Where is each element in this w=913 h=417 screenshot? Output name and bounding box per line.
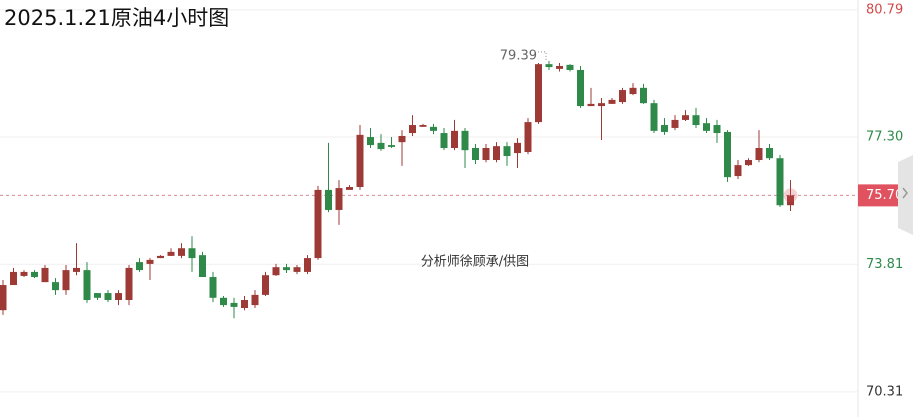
candle-body: [556, 65, 563, 69]
candle-body: [251, 294, 259, 306]
candle-body: [115, 293, 122, 300]
candle-body: [262, 275, 269, 295]
candle-body: [230, 302, 238, 307]
candle-body: [640, 87, 647, 104]
candle-body: [535, 64, 542, 123]
candle-body: [755, 147, 763, 161]
max-annotation: 79.39: [500, 48, 537, 63]
candle-body: [388, 145, 395, 147]
candle-body: [608, 99, 616, 104]
side-tab-arrow: [902, 187, 908, 199]
candle-body: [451, 130, 458, 148]
candle-body: [125, 267, 133, 300]
candle-body: [0, 285, 7, 311]
candle-body: [650, 103, 658, 131]
candle-body: [304, 258, 311, 272]
candle-body: [713, 125, 721, 134]
candle-body: [629, 87, 637, 95]
candle-body: [566, 64, 574, 70]
y-tick-label: 73.81: [866, 257, 903, 272]
candle-body: [52, 282, 59, 291]
candle-body: [493, 146, 500, 161]
candle-body: [409, 125, 416, 134]
candle-body: [577, 69, 584, 107]
candle-body: [472, 147, 479, 161]
candle-body: [167, 251, 175, 256]
candle-body: [209, 277, 217, 298]
candle-body: [10, 271, 17, 286]
candle-body: [335, 188, 343, 210]
candle-body: [661, 125, 668, 132]
candle-body: [377, 142, 385, 150]
candle-body: [724, 131, 731, 178]
candle-body: [325, 189, 332, 210]
candle-body: [503, 146, 511, 157]
candle-body: [587, 103, 595, 107]
candle-body: [619, 90, 626, 103]
y-tick-label: 77.30: [866, 130, 903, 145]
candle-body: [598, 103, 605, 107]
candle-body: [31, 271, 38, 278]
candle-body: [73, 267, 80, 272]
candle-body: [787, 195, 794, 206]
candle-body: [188, 248, 196, 259]
candle-body: [398, 135, 406, 143]
candle-body: [461, 130, 469, 151]
candle-body: [703, 123, 710, 131]
candle-body: [178, 248, 185, 256]
candle-body: [157, 255, 164, 259]
candle-body: [199, 255, 206, 278]
candle-body: [83, 270, 91, 300]
candle-body: [293, 267, 301, 272]
candle-body: [20, 271, 28, 276]
watermark: 分析师徐顾承/供图: [421, 255, 529, 270]
candle-body: [356, 134, 364, 187]
y-tick-label: 80.79: [866, 2, 903, 17]
candle-body: [766, 147, 773, 159]
last-price-box: [858, 184, 908, 207]
candle-body: [241, 299, 248, 309]
candle-body: [94, 293, 101, 298]
candle-body: [41, 267, 49, 283]
last-price-glow: [783, 188, 798, 203]
candle-body: [482, 147, 490, 161]
candle-body: [220, 297, 227, 306]
candle-body: [671, 119, 679, 128]
candle-body: [440, 133, 448, 148]
candle-body: [346, 186, 353, 190]
candle-body: [314, 189, 322, 259]
candle-body: [545, 64, 553, 68]
candle-body: [146, 259, 154, 264]
candle-body: [283, 267, 290, 271]
y-tick-label: 70.31: [866, 384, 903, 399]
candle-body: [514, 142, 521, 154]
candle-body: [682, 115, 689, 120]
candle-body: [430, 126, 437, 131]
candle-body: [62, 270, 70, 291]
candle-body: [745, 160, 752, 166]
last-price-label: 75.70: [866, 188, 903, 203]
candle-body: [104, 293, 112, 300]
candle-body: [776, 158, 784, 206]
candle-body: [734, 165, 742, 177]
candle-body: [524, 122, 532, 153]
candle-body: [367, 137, 374, 146]
candle-body: [692, 115, 700, 126]
candle-body: [136, 262, 143, 271]
chart-title: 2025.1.21原油4小时图: [4, 6, 229, 30]
candle-body: [419, 125, 427, 127]
candle-body: [272, 267, 280, 276]
